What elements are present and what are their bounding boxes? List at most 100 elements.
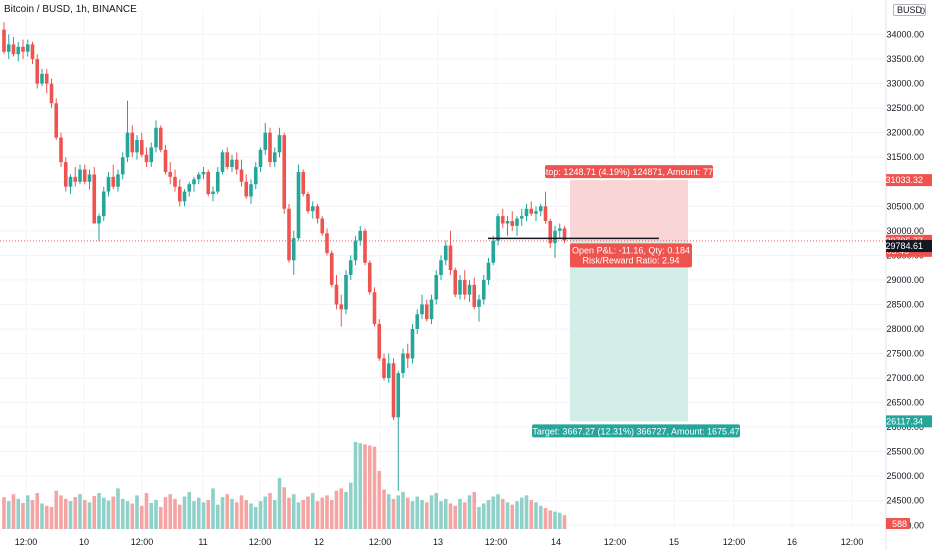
volume-bar	[201, 502, 206, 529]
candle	[220, 149, 225, 175]
candle	[439, 255, 443, 280]
volume-bar	[325, 495, 329, 529]
candle-body	[277, 135, 282, 153]
candle-body	[92, 174, 97, 224]
volume-bar	[291, 494, 296, 529]
candle	[543, 191, 548, 224]
candle-body	[344, 275, 348, 310]
candle-body	[562, 228, 567, 241]
volume-bar	[54, 490, 59, 529]
target-label: Target: 3667.27 (12.31%) 366727, Amount:…	[532, 426, 739, 436]
candle-body	[377, 324, 382, 359]
candle	[258, 147, 263, 172]
candle	[6, 34, 11, 60]
entry-price-badge-box[interactable]	[886, 240, 932, 253]
time-tick-label: 14	[551, 537, 561, 547]
candle-body	[111, 176, 116, 187]
time-tick-label: 13	[433, 537, 443, 547]
candle-body	[339, 304, 344, 310]
price-axis[interactable]: 34000.00 33500.00 33000.00 32500.00 32000.00…	[885, 6, 932, 530]
symbol-title[interactable]: Bitcoin / BUSD, 1h, BINANCE	[4, 4, 137, 15]
open-pnl-box[interactable]	[570, 243, 692, 268]
time-tick-label: 12:00	[723, 537, 746, 547]
volume-bar	[225, 494, 230, 529]
volume-bar	[25, 495, 30, 529]
stop-price-badge-box[interactable]	[886, 174, 932, 187]
volume-bar	[410, 501, 415, 529]
candle-body	[16, 46, 21, 55]
candle-body	[35, 59, 40, 84]
candle-body	[258, 149, 263, 168]
volume-bar	[92, 495, 97, 529]
candle	[87, 169, 92, 190]
candle	[538, 203, 543, 217]
volume-bar	[515, 501, 519, 529]
volume-bar	[40, 503, 44, 529]
candle-body	[192, 179, 196, 185]
candle-body	[163, 149, 168, 172]
volume-bar	[253, 506, 258, 529]
volume-bars	[2, 442, 567, 529]
candle	[424, 299, 429, 322]
candle-body	[30, 44, 35, 60]
volume-bar	[534, 502, 538, 529]
candle	[35, 54, 40, 89]
candle-body	[130, 132, 135, 153]
volume-bar	[424, 502, 429, 529]
candle-body	[2, 29, 6, 52]
volume-badge-box[interactable]	[886, 518, 910, 529]
candle-body	[173, 176, 177, 187]
candle-body	[291, 238, 296, 261]
volume-bar	[391, 498, 396, 529]
candle	[282, 132, 287, 214]
volume-bar	[158, 506, 163, 529]
time-axis[interactable]: 12:00 10 12:00 11 12:00 12 12:00 13 12:00 14 12:00…	[15, 537, 864, 547]
candle-body	[282, 135, 287, 209]
candle-body	[420, 304, 424, 315]
candle-body	[538, 206, 543, 212]
candle	[187, 181, 192, 197]
candle	[344, 270, 348, 315]
candle	[168, 162, 173, 185]
candles	[2, 22, 567, 491]
volume-bar	[363, 444, 367, 529]
candle-body	[477, 299, 481, 307]
position-overlay[interactable]: Stop: 1248.71 (4.19%) 124871, Amount: 77…	[488, 165, 740, 438]
time-tick-label: 12:00	[131, 537, 154, 547]
candle	[106, 171, 111, 197]
candle	[149, 142, 154, 168]
candle	[239, 159, 244, 187]
volume-bar	[320, 497, 325, 529]
candle-body	[496, 216, 500, 241]
target-price-badge-box[interactable]	[886, 415, 932, 428]
volume-bar	[429, 495, 434, 529]
candle-body	[472, 284, 477, 307]
candle-body	[206, 171, 211, 195]
candle-body	[135, 140, 139, 153]
candle	[348, 255, 353, 280]
candle-body	[44, 73, 49, 84]
volume-bar	[144, 493, 149, 529]
volume-bar	[315, 501, 320, 529]
volume-bar	[462, 502, 467, 529]
stop-label-box[interactable]	[545, 165, 713, 179]
candle-body	[225, 152, 230, 168]
time-tick-label: 12:00	[249, 537, 272, 547]
volume-bar	[358, 443, 363, 529]
candle-body	[78, 169, 82, 182]
volume-bar	[548, 510, 553, 529]
candle	[481, 275, 486, 305]
candle-body	[500, 216, 505, 224]
target-price-badge: 26117.34	[886, 416, 923, 426]
currency-selector[interactable]: BUSD	[892, 4, 926, 16]
candle	[524, 203, 529, 222]
target-label-box[interactable]	[532, 424, 740, 438]
candle-body	[543, 206, 548, 222]
candle-body	[73, 176, 78, 182]
candle	[225, 147, 230, 170]
candle-body	[306, 194, 310, 212]
candle-body	[125, 132, 130, 158]
volume-bar	[268, 493, 272, 529]
candle-body	[82, 169, 87, 182]
